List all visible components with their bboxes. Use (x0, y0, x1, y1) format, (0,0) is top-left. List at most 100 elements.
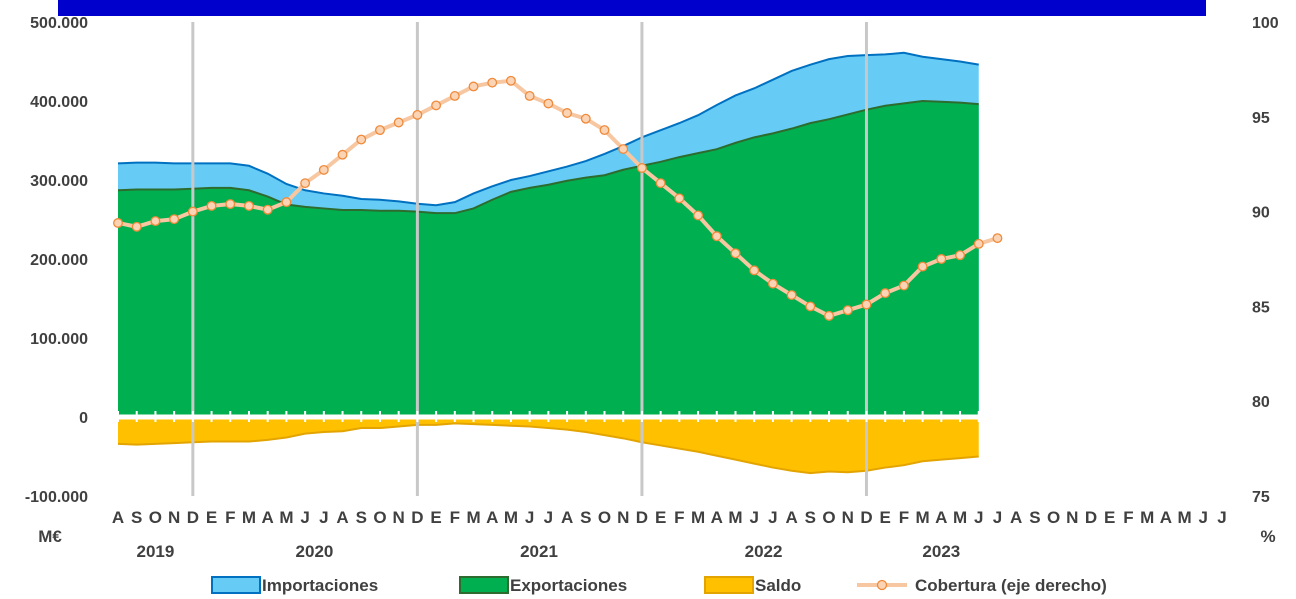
x-tick-label: J (974, 508, 983, 527)
x-tick-label: J (319, 508, 328, 527)
cobertura-point (562, 108, 573, 118)
x-tick-label: D (1085, 508, 1097, 527)
x-tick-label: A (935, 508, 947, 527)
x-tick-label: A (112, 508, 124, 527)
cobertura-point (356, 134, 367, 145)
cobertura-point (674, 193, 685, 204)
year-label: 2021 (520, 542, 558, 561)
cobertura-point (543, 98, 554, 109)
x-tick-label: M (1140, 508, 1154, 527)
x-tick-label: N (393, 508, 405, 527)
y2-tick-label: 95 (1252, 110, 1270, 127)
x-tick-label: J (1217, 508, 1226, 527)
legend-label: Importaciones (262, 576, 378, 595)
x-tick-label: E (1104, 508, 1115, 527)
x-tick-label: D (187, 508, 199, 527)
area-edge-exportaciones (117, 99, 979, 215)
cobertura-point (281, 197, 292, 208)
y-tick-label: 200.000 (30, 252, 88, 269)
x-tick-label: N (168, 508, 180, 527)
y2-tick-label: 80 (1252, 394, 1270, 411)
cobertura-point (786, 290, 797, 300)
legend-label: Saldo (755, 576, 801, 595)
cobertura-point (524, 90, 535, 101)
x-tick-label: F (674, 508, 684, 527)
cobertura-point (824, 310, 835, 321)
cobertura-point (487, 77, 498, 88)
y-axis-unit-label: M€ (38, 527, 62, 546)
cobertura-point (150, 216, 161, 227)
x-tick-label: O (1047, 508, 1060, 527)
x-tick-label: M (466, 508, 480, 527)
cobertura-point (636, 163, 647, 173)
x-tick-label: F (1123, 508, 1133, 527)
cobertura-point (898, 280, 909, 291)
x-tick-label: S (1029, 508, 1040, 527)
y2-tick-label: 85 (1252, 299, 1270, 316)
y-tick-label: 300.000 (30, 173, 88, 190)
cobertura-point (169, 214, 180, 225)
x-tick-label: N (842, 508, 854, 527)
y-tick-label: 400.000 (30, 94, 88, 111)
cobertura-point (262, 204, 273, 215)
cobertura-point (599, 125, 610, 136)
x-tick-label: S (805, 508, 816, 527)
x-tick-label: M (916, 508, 930, 527)
x-tick-label: M (242, 508, 256, 527)
x-tick-label: N (617, 508, 629, 527)
x-tick-label: F (450, 508, 460, 527)
cobertura-point (375, 125, 385, 136)
cobertura-point (880, 288, 891, 299)
cobertura-point (131, 221, 142, 232)
cobertura-point (393, 117, 404, 128)
cobertura-point (206, 200, 217, 211)
x-tick-label: D (860, 508, 872, 527)
year-labels: 2019 2020 2021 2022 2023 (137, 542, 961, 561)
area-edge-importaciones (117, 51, 979, 207)
cobertura-point (318, 164, 329, 175)
x-tick-label: J (749, 508, 758, 527)
legend-marker-cobertura (876, 579, 888, 591)
x-tick-label: E (430, 508, 441, 527)
legend-label: Cobertura (eje derecho) (915, 576, 1107, 595)
cobertura-point (693, 210, 704, 221)
area-layer (117, 51, 979, 475)
cobertura-point (767, 278, 778, 289)
cobertura-point (505, 75, 516, 86)
x-tick-label: F (899, 508, 909, 527)
cobertura-point (412, 109, 423, 120)
y2-tick-label: 75 (1252, 489, 1270, 506)
y-tick-label: 500.000 (30, 15, 88, 32)
cobertura-point (973, 238, 984, 249)
x-tick-label: M (1177, 508, 1191, 527)
y-tick-label: -100.000 (25, 489, 88, 506)
cobertura-point (431, 100, 442, 111)
x-tick-label: M (279, 508, 293, 527)
cobertura-point (244, 200, 254, 211)
x-tick-label: E (880, 508, 891, 527)
x-tick-label: M (953, 508, 967, 527)
x-tick-label: J (993, 508, 1002, 527)
legend-label: Exportaciones (510, 576, 627, 595)
cobertura-point (992, 233, 1003, 244)
y-tick-label: 0 (79, 410, 88, 427)
x-tick-label: J (525, 508, 534, 527)
cobertura-point (842, 305, 853, 316)
y-axis-left: 500.000 400.000 300.000 200.000 100.000 0 -100… (25, 15, 88, 506)
cobertura-point (749, 265, 760, 276)
cobertura-point (580, 113, 591, 124)
cobertura-point (711, 231, 722, 242)
cobertura-point (955, 250, 965, 261)
x-tick-label: J (1199, 508, 1208, 527)
x-tick-label: D (636, 508, 648, 527)
year-label: 2023 (922, 542, 960, 561)
cobertura-point (917, 261, 928, 272)
x-tick-label: S (356, 508, 367, 527)
cobertura-point (225, 199, 236, 209)
area-exportaciones (118, 101, 979, 417)
area-edge-saldo (117, 422, 979, 475)
x-tick-label: A (785, 508, 797, 527)
cobertura-point (861, 299, 872, 310)
x-tick-label: A (262, 508, 274, 527)
